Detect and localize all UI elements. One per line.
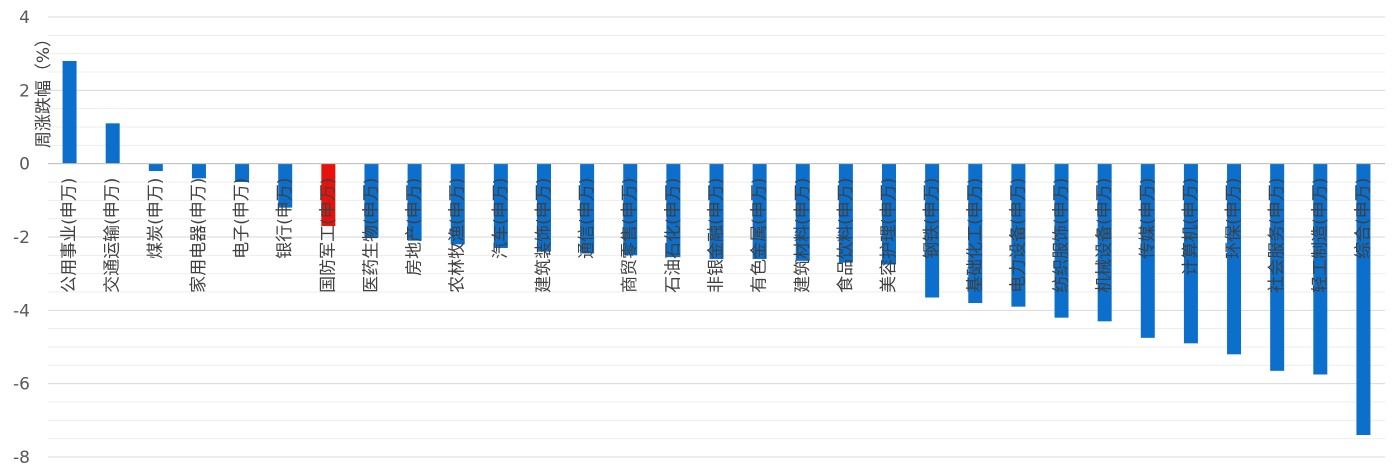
category-label: 钢铁(申万) [922,178,942,259]
category-label: 有色金属(申万) [750,178,770,293]
bar [148,163,163,171]
category-label: 美容护理(申万) [879,178,899,293]
bar [580,163,595,254]
bar [709,163,724,259]
bar [1270,163,1285,371]
category-label: 交通运输(申万) [103,178,123,293]
category-label: 计算机(申万) [1181,178,1201,276]
category-label: 传媒(申万) [1138,178,1158,259]
y-axis-ticks: 4 2 0 -2 -4 -6 -8 [13,8,30,468]
bar [235,163,250,182]
category-label: 建筑装饰(申万) [534,178,554,293]
bar [1011,163,1026,307]
bar [536,163,551,252]
bar [62,61,77,164]
category-label: 国防军工(申万) [318,178,338,293]
bar [105,123,120,164]
y-tick-label: 4 [19,8,30,28]
bar [1097,163,1112,322]
bar [1313,163,1328,375]
category-label: 房地产(申万) [405,178,425,276]
bar [450,163,465,245]
category-label: 商贸零售(申万) [620,178,640,293]
bar [666,163,681,258]
bar [925,163,940,298]
bar [407,163,422,241]
y-tick-label: -2 [13,228,30,248]
bar [838,163,853,263]
category-label: 非银金融(申万) [707,178,727,293]
bars [62,61,1371,435]
bar [752,163,767,259]
category-label: 社会服务(申万) [1267,178,1287,293]
bar [1054,163,1069,318]
category-label: 电子(申万) [232,178,252,259]
y-tick-label: 2 [19,81,30,101]
category-label: 食品饮料(申万) [836,178,856,293]
category-label: 电力设备(申万) [1008,178,1028,293]
y-axis-label: 周涨跌幅（%） [34,30,54,148]
bar [1227,163,1242,355]
bar [968,163,983,303]
bar [191,163,206,179]
category-label: 轻工制造(申万) [1310,178,1330,293]
bar [1356,163,1371,435]
category-label: 汽车(申万) [491,178,511,259]
category-label: 医药生物(申万) [361,178,381,293]
y-tick-label: 0 [19,155,30,175]
bar [321,163,336,226]
bar [795,163,810,261]
bar [278,163,293,208]
category-label: 公用事业(申万) [60,178,80,293]
category-label: 石油石化(申万) [663,178,683,293]
category-labels: 公用事业(申万) 交通运输(申万) 煤炭(申万) 家用电器(申万) 电子(申万) 银行(申… [60,178,1374,293]
bar [1140,163,1155,338]
category-label: 基础化工(申万) [965,178,985,293]
category-label: 机械设备(申万) [1095,178,1115,293]
category-label: 煤炭(申万) [146,178,166,259]
category-label: 银行(申万) [275,178,295,259]
y-tick-label: -4 [13,301,30,321]
category-label: 家用电器(申万) [189,178,209,293]
category-label: 纺织服饰(申万) [1052,178,1072,293]
y-tick-label: -6 [13,375,30,395]
y-tick-label: -8 [13,448,30,468]
category-label: 综合(申万) [1353,178,1373,259]
bar [1183,163,1198,344]
bar [882,163,897,265]
category-label: 环保(申万) [1224,178,1244,259]
category-label: 农林牧渔(申万) [448,178,468,293]
bar [623,163,638,256]
bar [364,163,379,237]
category-label: 通信(申万) [577,178,597,259]
bar [493,163,508,248]
category-label: 建筑材料(申万) [793,178,813,293]
